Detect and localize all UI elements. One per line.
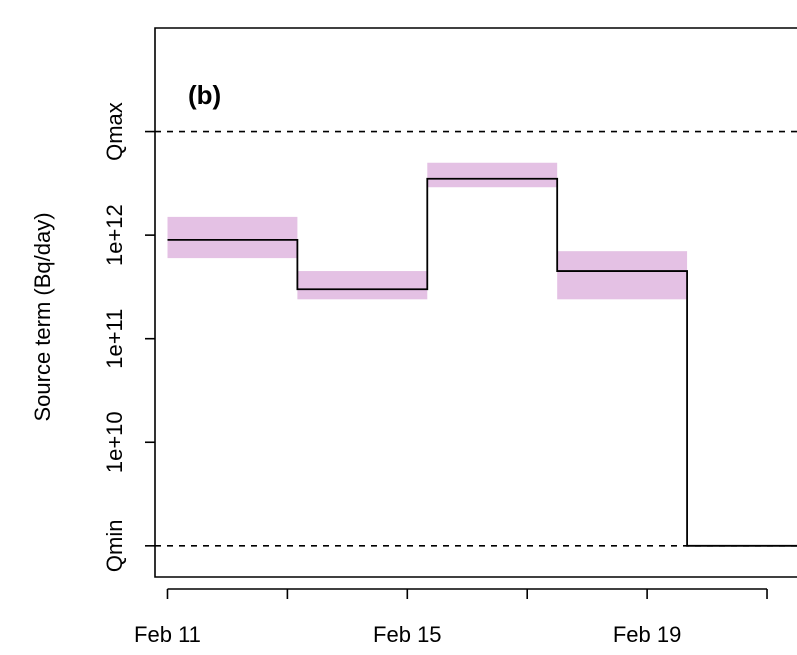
y-tick-label: 1e+12 xyxy=(102,204,127,266)
reference-lines xyxy=(155,130,797,547)
y-tick-label: 1e+11 xyxy=(102,309,127,369)
uncertainty-bands xyxy=(167,162,688,300)
y-tick-label: 1e+10 xyxy=(102,411,127,473)
x-tick-label: Feb 11 xyxy=(134,622,201,647)
plot-frame xyxy=(154,27,797,578)
y-tick-label: Qmax xyxy=(102,102,127,161)
panel-label: (b) xyxy=(188,80,221,110)
uncertainty-band-1 xyxy=(167,216,298,259)
uncertainty-band-2 xyxy=(297,271,428,300)
x-tick-label: Feb 19 xyxy=(613,622,682,647)
series-lines xyxy=(167,177,797,547)
y-axis-title: Source term (Bq/day) xyxy=(30,212,55,421)
uncertainty-band-3 xyxy=(427,162,558,188)
series-step-line xyxy=(167,177,797,547)
x-tick-label: Feb 15 xyxy=(373,622,442,647)
uncertainty-band-4 xyxy=(557,251,688,300)
y-tick-label: Qmin xyxy=(102,520,127,573)
axes: Source term (Bq/day) Qmin 1e+10 1e+11 1e+12… xyxy=(30,27,797,647)
